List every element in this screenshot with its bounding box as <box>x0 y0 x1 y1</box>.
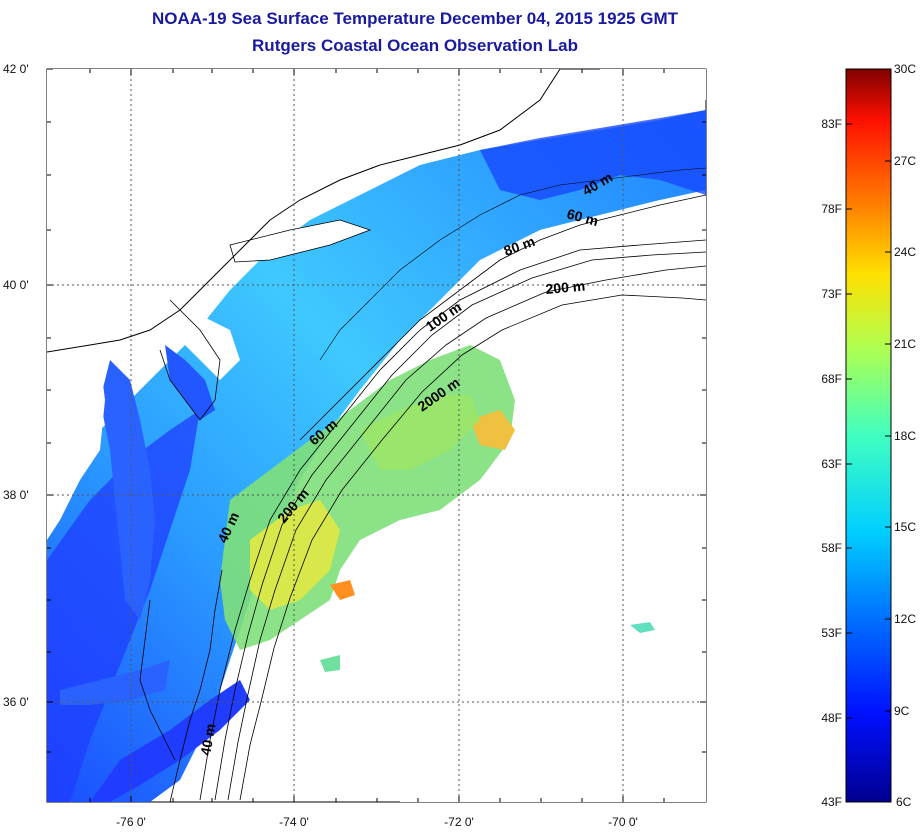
lat-label: 36 0' <box>3 695 29 709</box>
colorbar-f-label: 68F <box>821 372 842 386</box>
colorbar-f-label: 73F <box>821 287 842 301</box>
colorbar-c-label: 21C <box>894 337 916 351</box>
colorbar-c-label: 27C <box>894 154 916 168</box>
graticule <box>47 69 706 802</box>
lat-label: 42 0' <box>3 62 29 76</box>
sst-field <box>47 69 706 802</box>
colorbar: 83F 78F 73F 68F 63F 58F 53F 48F 43F 30C … <box>821 62 916 809</box>
colorbar-c-label: 18C <box>894 429 916 443</box>
lat-label: 40 0' <box>3 278 29 292</box>
lon-label: -70 0' <box>608 815 638 829</box>
colorbar-f-label: 78F <box>821 202 842 216</box>
colorbar-gradient <box>845 68 892 803</box>
lon-label: -76 0' <box>116 815 146 829</box>
isobath-label: 40 m <box>197 722 218 756</box>
isobath-label: 60 m <box>565 205 600 229</box>
map-title: NOAA-19 Sea Surface Temperature December… <box>152 9 678 28</box>
colorbar-c-label: 24C <box>894 245 916 259</box>
lat-label: 38 0' <box>3 488 29 502</box>
colorbar-f-label: 63F <box>821 457 842 471</box>
colorbar-f-label: 48F <box>821 711 842 725</box>
axis-ticks <box>47 68 706 802</box>
isobath-label: 200 m <box>545 278 586 297</box>
colorbar-c-label: 15C <box>894 520 916 534</box>
colorbar-c-label: 12C <box>894 612 916 626</box>
map-subtitle: Rutgers Coastal Ocean Observation Lab <box>252 36 578 55</box>
lon-label: -74 0' <box>279 815 309 829</box>
lon-label: -72 0' <box>444 815 474 829</box>
colorbar-c-label: 30C <box>894 62 916 76</box>
colorbar-f-label: 53F <box>821 626 842 640</box>
colorbar-f-label: 83F <box>821 117 842 131</box>
colorbar-c-label: 9C <box>894 704 910 718</box>
colorbar-f-label: 58F <box>821 541 842 555</box>
colorbar-c-label: 6C <box>896 795 912 809</box>
colorbar-f-label: 43F <box>821 795 842 809</box>
